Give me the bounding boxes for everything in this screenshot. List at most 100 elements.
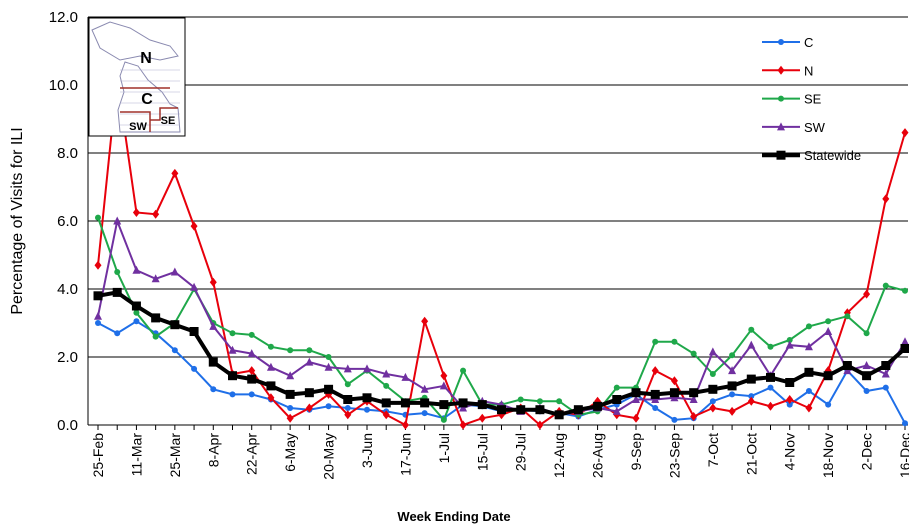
data-point — [343, 364, 352, 373]
data-point — [825, 401, 832, 408]
x-tick-label: 15-Jul — [474, 433, 490, 471]
data-point — [651, 366, 659, 376]
data-point — [767, 401, 774, 411]
data-point — [325, 403, 332, 410]
data-point — [190, 282, 199, 291]
data-point — [420, 398, 430, 408]
data-point — [439, 381, 448, 390]
data-point — [863, 388, 870, 394]
data-point — [652, 338, 659, 345]
x-tick-label: 11-Mar — [128, 433, 144, 477]
data-point — [497, 405, 506, 415]
data-point — [823, 371, 833, 381]
data-point — [401, 372, 410, 381]
series-line — [97, 217, 906, 422]
map-up — [91, 21, 179, 61]
data-point — [728, 406, 736, 416]
data-point — [747, 396, 755, 406]
data-point — [517, 396, 524, 403]
data-point — [748, 393, 755, 400]
data-point — [689, 395, 698, 403]
data-point — [785, 378, 795, 387]
data-point — [306, 347, 313, 354]
data-point — [708, 384, 718, 394]
data-point — [210, 386, 217, 393]
data-point — [324, 384, 334, 394]
data-point — [825, 318, 832, 325]
x-tick-label: 23-Sep — [666, 433, 682, 478]
data-point — [747, 340, 756, 349]
data-point — [844, 313, 851, 320]
y-tick-label: 0.0 — [57, 417, 78, 434]
data-point — [690, 412, 698, 421]
data-point — [132, 208, 140, 217]
x-tick-label: 17-Jun — [397, 433, 413, 476]
data-point — [363, 364, 371, 373]
data-point — [458, 398, 468, 408]
legend-label: SE — [804, 92, 822, 107]
data-point — [593, 401, 603, 411]
data-point — [902, 287, 908, 294]
legend-label: SW — [804, 120, 826, 135]
data-point — [305, 403, 313, 413]
data-point — [133, 318, 140, 325]
data-point — [708, 347, 717, 356]
data-point — [766, 372, 775, 382]
y-axis-label: Percentage of Visits for ILI — [9, 127, 26, 314]
data-point — [229, 391, 236, 398]
data-point — [248, 391, 255, 398]
map-lp — [117, 61, 181, 133]
data-point — [612, 406, 621, 415]
data-point — [304, 388, 314, 398]
data-point — [440, 416, 447, 423]
x-tick-label: 1-Jul — [436, 433, 452, 463]
data-point — [612, 395, 622, 404]
data-point — [632, 413, 640, 423]
data-point — [478, 413, 486, 423]
x-tick-label: 29-Jul — [513, 433, 529, 471]
data-point — [324, 362, 333, 371]
data-point — [325, 354, 332, 360]
data-point — [863, 330, 870, 337]
series — [94, 216, 909, 419]
data-point — [882, 384, 889, 391]
map-label: SE — [161, 115, 176, 127]
data-point — [863, 289, 871, 299]
data-point — [824, 327, 833, 335]
map-label: C — [141, 91, 153, 108]
data-point — [804, 342, 813, 351]
data-point — [554, 410, 564, 420]
data-point — [777, 122, 785, 131]
x-tick-label: 8-Apr — [205, 433, 221, 468]
data-point — [459, 403, 468, 412]
data-point — [901, 128, 909, 138]
data-point — [881, 361, 891, 370]
series — [93, 287, 909, 420]
x-tick-label: 25-Feb — [90, 433, 106, 478]
data-point — [171, 347, 178, 354]
data-point — [785, 340, 794, 349]
data-point — [285, 389, 295, 399]
data-point — [651, 395, 660, 403]
data-point — [170, 267, 179, 276]
data-point — [805, 388, 812, 394]
data-point — [805, 403, 813, 413]
data-point — [400, 398, 410, 408]
x-tick-label: 21-Oct — [743, 433, 759, 475]
data-point — [362, 393, 372, 403]
data-point — [882, 194, 890, 204]
data-point — [266, 362, 275, 371]
data-point — [287, 405, 294, 411]
y-tick-label: 8.0 — [57, 145, 78, 162]
data-point — [382, 410, 390, 420]
data-point — [767, 384, 774, 391]
data-point — [420, 384, 429, 393]
data-point — [267, 343, 274, 350]
data-point — [477, 400, 487, 410]
data-point — [690, 350, 697, 357]
x-tick-label: 26-Aug — [590, 433, 606, 478]
data-point — [671, 416, 678, 423]
data-point — [881, 369, 890, 378]
data-point — [133, 309, 140, 316]
data-point — [421, 316, 429, 326]
